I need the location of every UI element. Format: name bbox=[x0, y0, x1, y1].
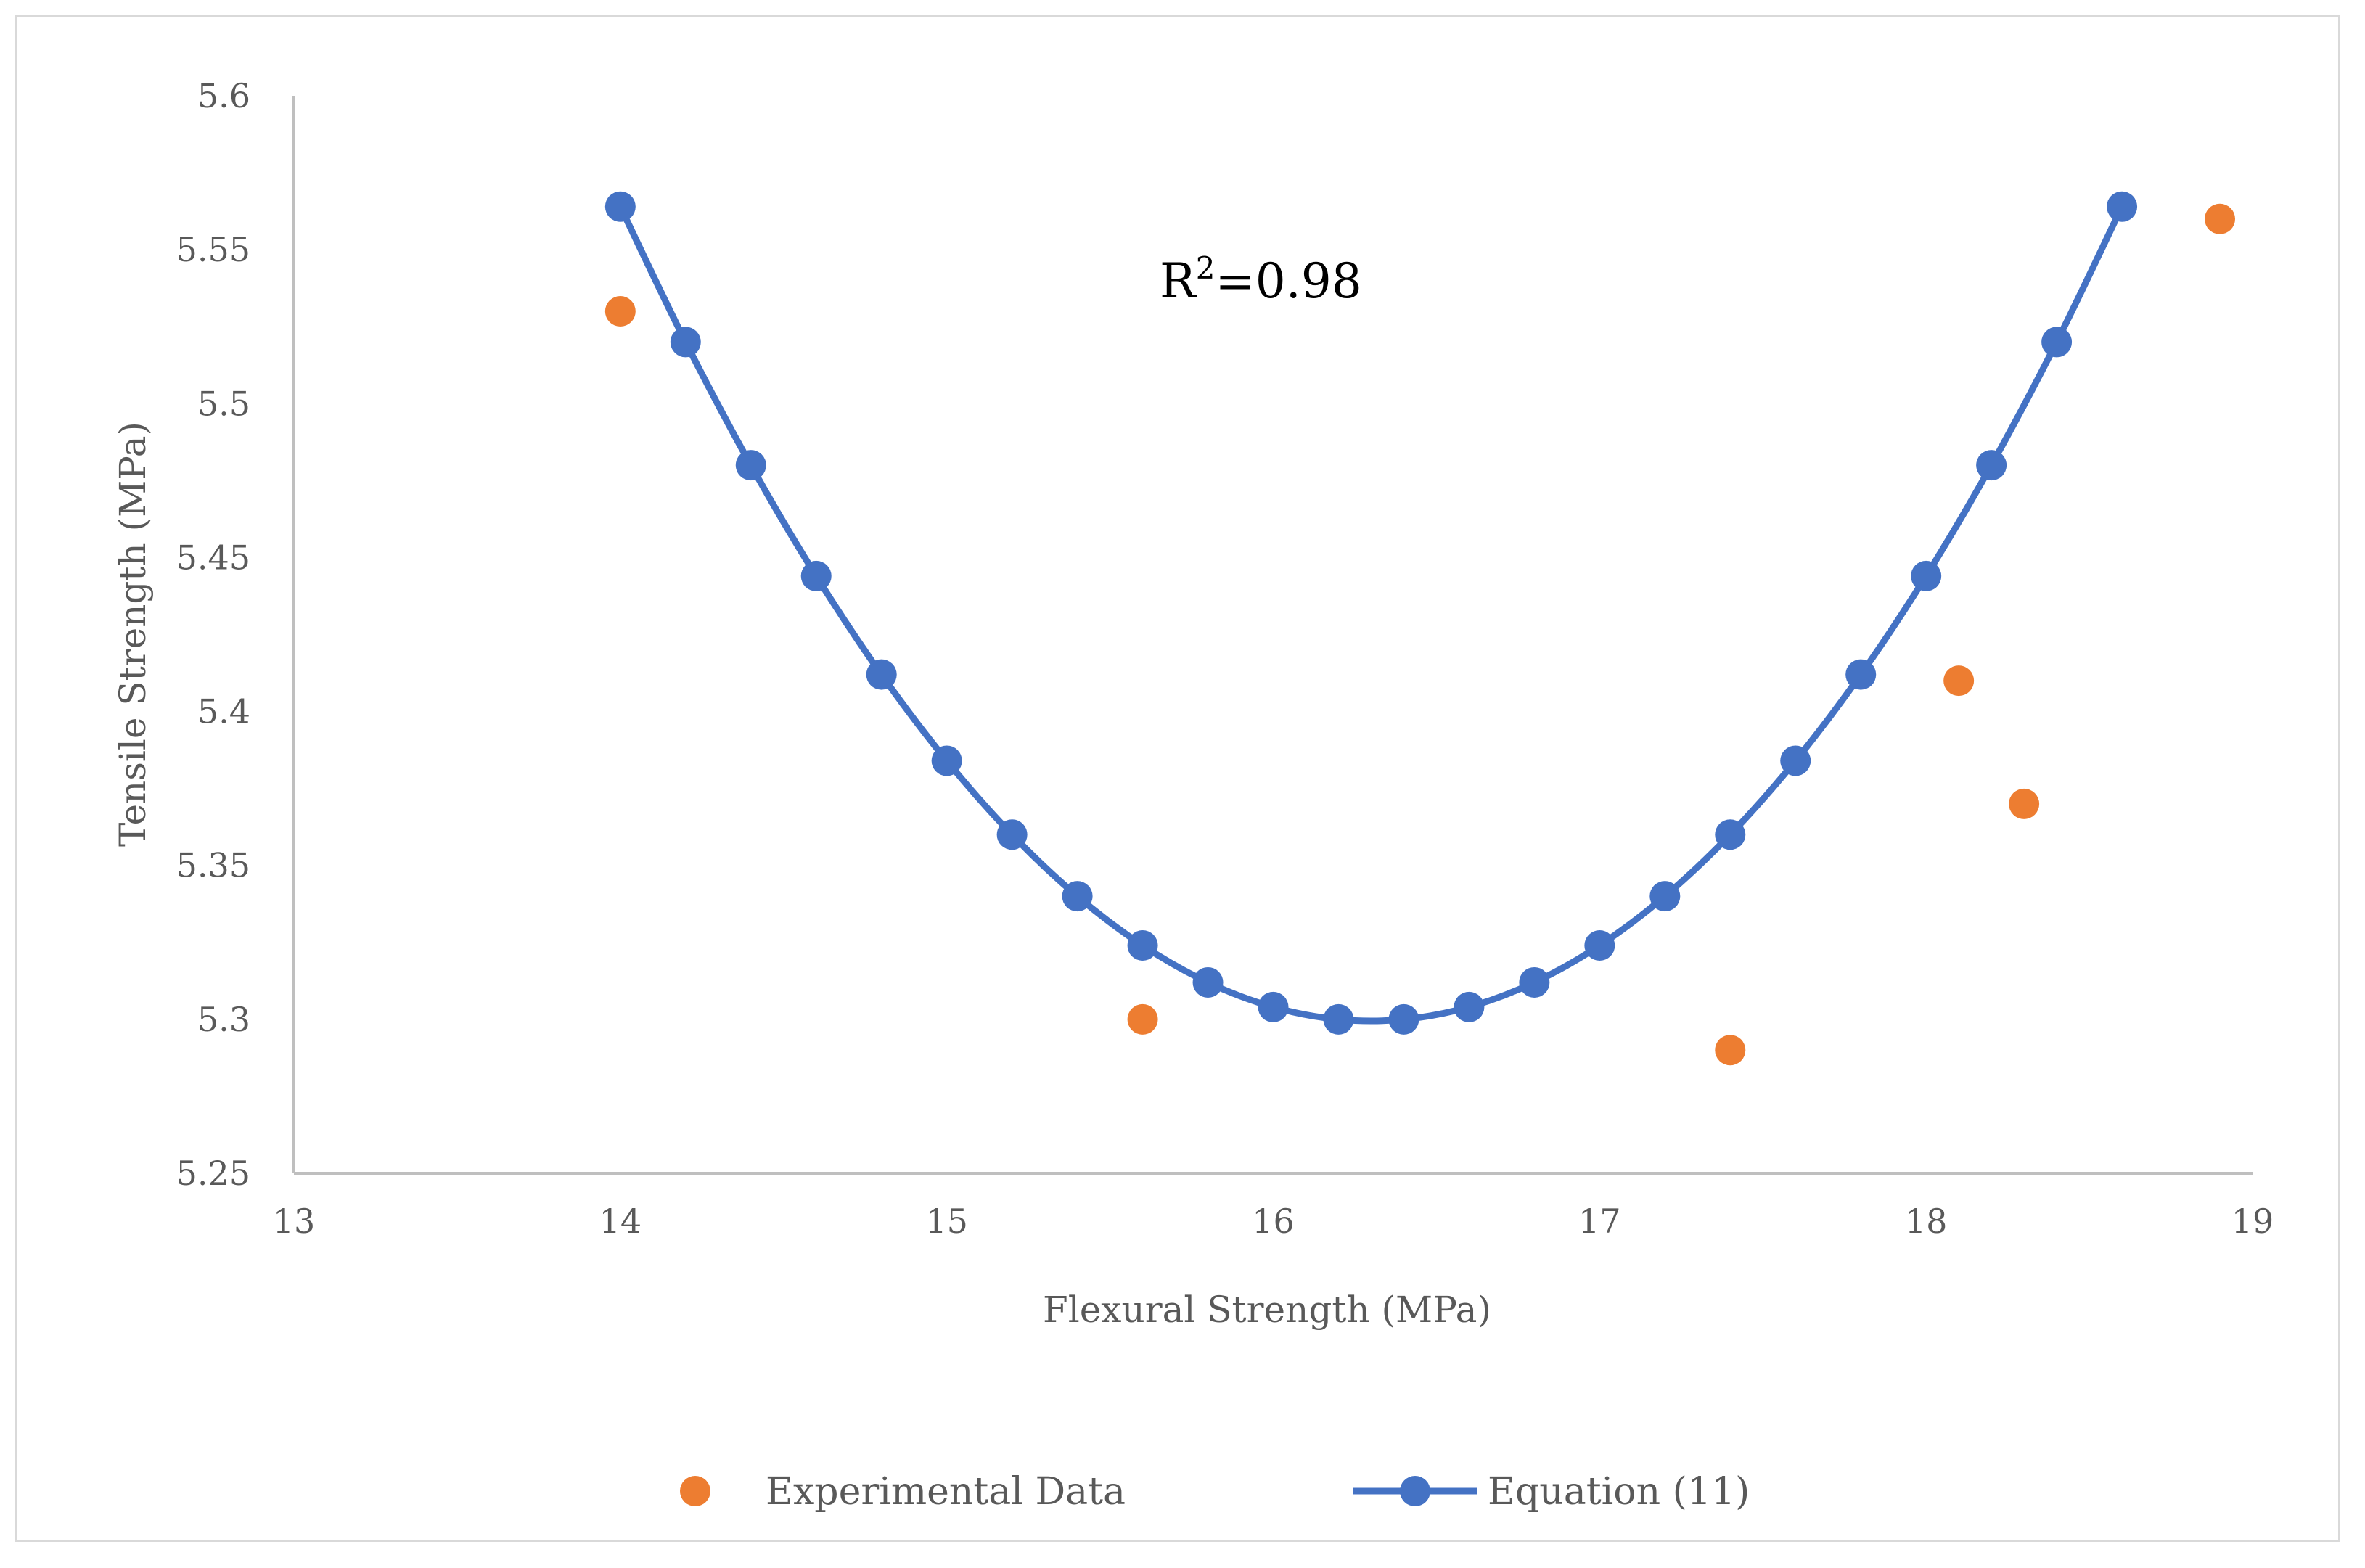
equation-marker bbox=[2041, 327, 2073, 358]
legend-experimental-label: Experimental Data bbox=[766, 1470, 1126, 1514]
r-squared-annotation: R2=0.98 bbox=[1160, 250, 1362, 309]
annotation-superscript: 2 bbox=[1196, 250, 1216, 286]
experimental-point bbox=[2009, 788, 2040, 819]
equation-marker bbox=[1519, 966, 1550, 998]
tick-labels: 13 14 15 16 17 18 19 5.25 5.3 5.35 5.4 5.45 5.5 5.55 5… bbox=[176, 76, 2274, 1241]
annotation-base: R bbox=[1160, 253, 1197, 309]
experimental-point bbox=[2205, 203, 2236, 234]
x-tick-label: 15 bbox=[925, 1202, 968, 1241]
legend-experimental-marker bbox=[680, 1476, 710, 1506]
equation-marker bbox=[1388, 1003, 1419, 1035]
equation-marker bbox=[866, 659, 897, 690]
equation-marker bbox=[1911, 560, 1942, 591]
equation-marker bbox=[1258, 991, 1289, 1022]
legend-equation-label: Equation (11) bbox=[1488, 1470, 1750, 1514]
x-tick-label: 18 bbox=[1905, 1202, 1948, 1241]
equation-marker bbox=[1127, 930, 1158, 961]
equation-marker bbox=[1780, 745, 1811, 776]
y-tick-label: 5.45 bbox=[176, 538, 250, 577]
x-tick-label: 17 bbox=[1578, 1202, 1621, 1241]
equation-marker bbox=[735, 450, 766, 481]
equation-curve-line bbox=[617, 203, 2126, 1025]
equation-marker bbox=[604, 191, 636, 222]
y-tick-label: 5.55 bbox=[176, 230, 250, 269]
experimental-point bbox=[1715, 1035, 1746, 1066]
equation-marker bbox=[1062, 881, 1093, 912]
equation-marker bbox=[1323, 1003, 1354, 1035]
experimental-point bbox=[1943, 665, 1975, 697]
equation-marker bbox=[1649, 881, 1681, 912]
equation-marker bbox=[800, 560, 832, 591]
x-axis-title: Flexural Strength (MPa) bbox=[1043, 1289, 1491, 1331]
x-tick-label: 13 bbox=[273, 1202, 316, 1241]
axes bbox=[292, 96, 2253, 1175]
series-experimental-data bbox=[604, 203, 2236, 1066]
equation-marker bbox=[1584, 930, 1615, 961]
y-tick-label: 5.5 bbox=[197, 384, 250, 423]
y-tick-label: 5.35 bbox=[176, 846, 250, 885]
equation-marker bbox=[2107, 191, 2138, 222]
equation-marker bbox=[670, 327, 701, 358]
annotation-rest: =0.98 bbox=[1215, 253, 1361, 309]
x-tick-label: 19 bbox=[2231, 1202, 2274, 1241]
x-tick-label: 16 bbox=[1252, 1202, 1295, 1241]
series bbox=[604, 191, 2236, 1066]
y-axis-title: Tensile Strength (MPa) bbox=[112, 422, 154, 847]
equation-marker bbox=[996, 819, 1028, 850]
equation-marker bbox=[1715, 819, 1746, 850]
series-equation-11 bbox=[604, 191, 2138, 1035]
y-tick-label: 5.25 bbox=[176, 1154, 250, 1193]
y-tick-label: 5.4 bbox=[197, 692, 250, 731]
y-tick-label: 5.6 bbox=[197, 76, 250, 115]
legend-equation-marker bbox=[1400, 1476, 1430, 1506]
experimental-point bbox=[604, 296, 636, 327]
y-tick-label: 5.3 bbox=[197, 1000, 250, 1039]
equation-marker bbox=[1454, 991, 1485, 1022]
legend: Experimental Data Equation (11) bbox=[680, 1470, 1750, 1514]
equation-marker bbox=[1845, 659, 1877, 690]
x-tick-label: 14 bbox=[599, 1202, 642, 1241]
equation-marker bbox=[1192, 966, 1224, 998]
equation-marker bbox=[1976, 450, 2007, 481]
equation-marker bbox=[931, 745, 962, 776]
chart-frame bbox=[15, 15, 2340, 1542]
experimental-point bbox=[1127, 1003, 1158, 1035]
